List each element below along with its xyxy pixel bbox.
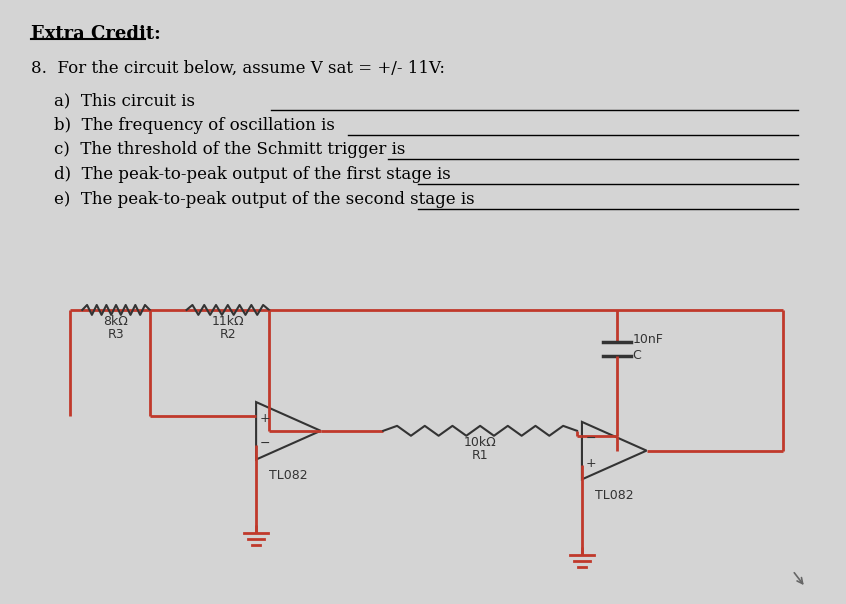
Text: b)  The frequency of oscillation is: b) The frequency of oscillation is <box>54 117 335 133</box>
Text: TL082: TL082 <box>269 469 308 483</box>
Text: R3: R3 <box>107 328 124 341</box>
Text: R2: R2 <box>219 328 236 341</box>
Text: R1: R1 <box>472 449 488 461</box>
Text: −: − <box>260 437 271 450</box>
Text: 10nF: 10nF <box>633 333 663 346</box>
Text: c)  The threshold of the Schmitt trigger is: c) The threshold of the Schmitt trigger … <box>54 141 406 158</box>
Text: TL082: TL082 <box>595 489 634 503</box>
Text: e)  The peak-to-peak output of the second stage is: e) The peak-to-peak output of the second… <box>54 191 475 208</box>
Text: a)  This circuit is: a) This circuit is <box>54 92 195 109</box>
Text: 8kΩ: 8kΩ <box>103 315 129 328</box>
Text: 11kΩ: 11kΩ <box>212 315 244 328</box>
Text: +: + <box>260 412 271 425</box>
Text: 8.  For the circuit below, assume V sat = +/- 11V:: 8. For the circuit below, assume V sat =… <box>30 60 445 77</box>
Text: −: − <box>586 432 596 445</box>
Text: C: C <box>633 349 641 362</box>
Text: +: + <box>586 457 596 469</box>
Text: 10kΩ: 10kΩ <box>464 435 497 449</box>
Text: d)  The peak-to-peak output of the first stage is: d) The peak-to-peak output of the first … <box>54 166 451 183</box>
Text: Extra Credit:: Extra Credit: <box>30 25 161 42</box>
